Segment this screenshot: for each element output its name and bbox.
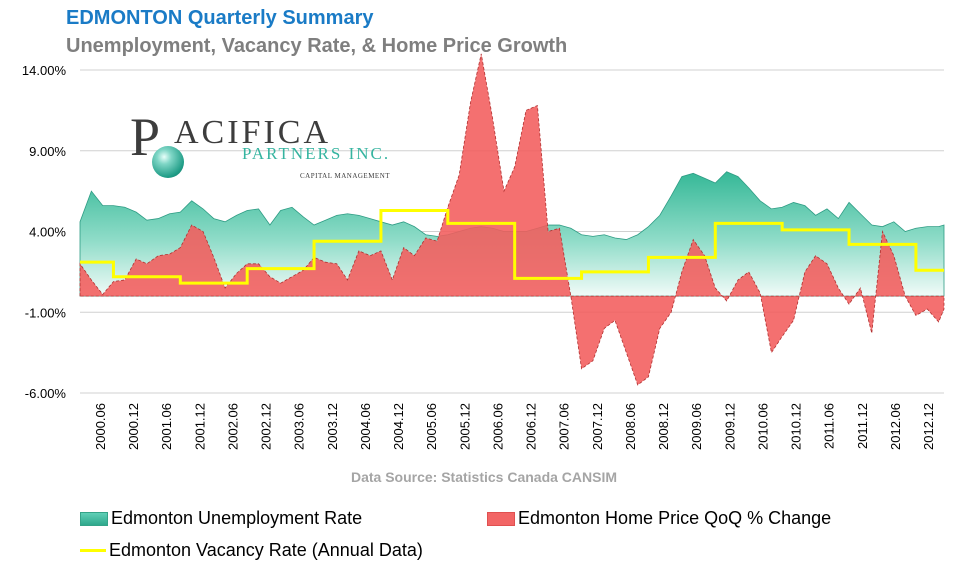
chart-plot: 14.00% 9.00% 4.00% -1.00% -6.00% 2000.06 2000…	[22, 53, 945, 450]
x-tick-label: 2006.06	[490, 403, 505, 450]
x-tick-label: 2012.06	[888, 403, 903, 450]
logo-partners: PARTNERS INC.	[242, 144, 391, 163]
x-tick-label: 2001.12	[192, 403, 207, 450]
x-tick-label: 2001.06	[159, 403, 174, 450]
pacifica-logo: P ACIFICA PARTNERS INC. CAPITAL MANAGEME…	[130, 107, 410, 192]
legend-swatch-vacancy	[80, 549, 106, 552]
x-tick-label: 2008.12	[656, 403, 671, 450]
logo-name: ACIFICA	[174, 114, 332, 151]
legend-label-unemployment: Edmonton Unemployment Rate	[111, 508, 363, 528]
logo-sphere-icon	[152, 146, 184, 178]
legend-item-home-price: Edmonton Home Price QoQ % Change	[487, 508, 831, 529]
x-tick-label: 2006.12	[524, 403, 539, 450]
x-tick-label: 2009.12	[722, 403, 737, 450]
x-tick-label: 2004.06	[358, 403, 373, 450]
chart-subtitle: Unemployment, Vacancy Rate, & Home Price…	[66, 35, 568, 57]
legend-swatch-home-price	[487, 511, 515, 526]
x-tick-label: 2002.12	[259, 403, 274, 450]
x-tick-label: 2003.12	[325, 403, 340, 450]
x-tick-label: 2007.06	[557, 403, 572, 450]
x-tick-label: 2009.06	[689, 403, 704, 450]
home-price-area	[79, 53, 945, 386]
x-tick-label: 2011.06	[822, 403, 837, 449]
legend-item-unemployment: Edmonton Unemployment Rate	[80, 508, 362, 529]
x-tick-label: 2012.12	[921, 403, 936, 450]
x-tick-label: 2005.06	[424, 403, 439, 450]
y-tick-label: 9.00%	[29, 144, 66, 159]
legend-swatch-unemployment	[80, 511, 108, 526]
x-tick-label: 2004.12	[391, 403, 406, 450]
x-tick-label: 2010.12	[789, 403, 804, 450]
x-tick-label: 2008.06	[623, 403, 638, 450]
logo-tagline: CAPITAL MANAGEMENT	[300, 172, 391, 180]
x-tick-label: 2000.06	[93, 403, 108, 450]
data-source-note: Data Source: Statistics Canada CANSIM	[350, 469, 618, 485]
vacancy-rate-line	[80, 209, 944, 285]
y-tick-label: -1.00%	[25, 305, 67, 320]
x-tick-label: 2007.12	[590, 403, 605, 450]
x-tick-label: 2011.12	[855, 403, 870, 449]
legend-item-vacancy: Edmonton Vacancy Rate (Annual Data)	[80, 540, 423, 561]
y-tick-label: -6.00%	[25, 386, 67, 401]
legend-label-vacancy: Edmonton Vacancy Rate (Annual Data)	[109, 540, 423, 560]
x-tick-label: 2002.06	[225, 403, 240, 450]
x-tick-label: 2003.06	[292, 403, 307, 450]
y-tick-label: 4.00%	[29, 225, 66, 240]
x-tick-label: 2010.06	[755, 403, 770, 450]
x-tick-label: 2005.12	[457, 403, 472, 450]
y-tick-label: 14.00%	[22, 63, 67, 78]
legend-label-home-price: Edmonton Home Price QoQ % Change	[518, 508, 832, 528]
x-tick-label: 2000.12	[126, 403, 141, 450]
chart-title: EDMONTON Quarterly Summary	[66, 7, 374, 29]
